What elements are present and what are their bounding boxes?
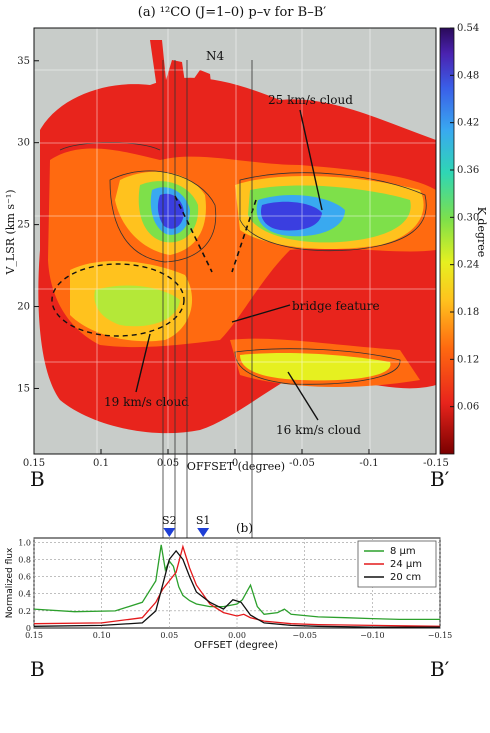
legend-label: 8 μm <box>390 546 416 557</box>
legend-label: 24 μm <box>390 559 422 570</box>
y-tick-label-b: 0.8 <box>18 555 31 564</box>
y-tick-label-b: 0.4 <box>18 590 31 599</box>
y-tick-label-a: 20 <box>17 302 30 313</box>
series-line <box>34 549 440 628</box>
axes-a: 0.15 0.1 0.05 0 -0.05 -0.1 -0.15 15 20 25 30 35 <box>17 56 449 469</box>
x-tick-label-b: 0.10 <box>93 631 111 640</box>
series-line <box>34 544 440 627</box>
y-tick-label-a: 30 <box>17 138 30 149</box>
legend-label: 20 cm <box>390 572 421 583</box>
endpoint-bprime-bottom: B′ <box>430 657 450 681</box>
colorbar-tick-label: 0.06 <box>457 402 479 413</box>
emission-16kms-yellow <box>240 352 391 381</box>
annotation-16kms-cloud: 16 km/s cloud <box>276 423 361 437</box>
colorbar <box>439 27 455 455</box>
y-tick-label-b: 1.0 <box>18 538 31 547</box>
colorbar-tick-label: 0.48 <box>457 70 479 81</box>
annotation-n4: N4 <box>206 49 225 63</box>
panel-a-ylabel: V_LSR (km s⁻¹) <box>4 189 17 275</box>
panel-b-title: (b) <box>236 521 253 535</box>
x-tick-label-a: -0.15 <box>423 458 449 469</box>
emission-left-core <box>157 193 184 229</box>
leader-19kms <box>135 333 151 393</box>
x-tick-label-a: 0.05 <box>157 458 179 469</box>
x-tick-label-b: −0.15 <box>428 631 453 640</box>
x-tick-label-b: 0.05 <box>160 631 178 640</box>
x-tick-label-a: 0 <box>232 458 238 469</box>
annotation-bridge-feature: bridge feature <box>292 299 380 313</box>
panel-b-xlabel: OFFSET (degree) <box>194 640 278 651</box>
y-tick-label-a: 25 <box>17 220 30 231</box>
panel-b-series <box>34 544 440 628</box>
contour-3 <box>234 348 401 385</box>
marker-triangle <box>163 528 176 537</box>
x-tick-label-b: 0.15 <box>25 631 43 640</box>
legend-b: 8 μm 24 μm 20 cm <box>357 540 437 588</box>
leader-25kms <box>299 109 323 211</box>
colorbar-ticks: 0.06 0.12 0.18 0.24 0.30 0.36 0.42 0.48 0.54 <box>450 23 479 413</box>
colorbar-tick-label: 0.42 <box>457 118 479 129</box>
axes-b: 0 0.2 0.4 0.6 0.8 1.0 0.15 0.10 0.05 0.00 −0.05 −0.… <box>18 538 452 640</box>
x-tick-label-a: 0.1 <box>93 458 109 469</box>
leader-16kms <box>287 371 319 421</box>
panel-a-title: (a) ¹²CO (J=1–0) p–v for B–B′ <box>138 5 326 20</box>
panel-b-markers: S2 S1 <box>162 514 210 537</box>
contour-4 <box>59 142 161 151</box>
marker-label: S2 <box>162 514 177 527</box>
y-tick-label-a: 35 <box>17 56 30 67</box>
colorbar-label: K degree <box>475 207 488 258</box>
endpoint-b-top: B <box>30 467 45 491</box>
x-tick-label-b: −0.10 <box>360 631 385 640</box>
y-tick-label-b: 0.2 <box>18 607 31 616</box>
y-tick-label-b: 0.6 <box>18 573 31 582</box>
colorbar-tick-label: 0.12 <box>457 354 479 365</box>
grid-a <box>34 28 436 454</box>
leader-bridge <box>231 304 291 323</box>
colorbar-tick-label: 0.36 <box>457 165 479 176</box>
cloud-19kms-ellipse <box>51 263 185 337</box>
series-line <box>34 544 440 621</box>
annotation-25kms-cloud: 25 km/s cloud <box>268 93 353 107</box>
emission-19kms-core <box>94 285 180 327</box>
panel-b-ylabel: Normalized flux <box>5 547 15 618</box>
colorbar-tick-label: 0.30 <box>457 212 479 223</box>
panel-a-xlabel: OFFSET (degree) <box>187 460 285 473</box>
colorbar-tick-label: 0.24 <box>457 260 479 271</box>
endpoint-bprime-top: B′ <box>430 467 450 491</box>
y-tick-label-a: 15 <box>17 383 30 394</box>
marker-label: S1 <box>196 514 211 527</box>
x-tick-label-a: 0.15 <box>23 458 45 469</box>
annotation-19kms-cloud: 19 km/s cloud <box>104 395 189 409</box>
x-tick-label-a: -0.1 <box>359 458 378 469</box>
connector-lines <box>162 60 253 545</box>
colorbar-tick-label: 0.54 <box>457 23 479 34</box>
emission-n4-spikes <box>150 40 214 110</box>
x-tick-label-a: -0.05 <box>289 458 315 469</box>
contour-2 <box>239 172 427 252</box>
endpoint-b-bottom: B <box>30 657 45 681</box>
x-tick-label-b: −0.05 <box>292 631 317 640</box>
y-tick-label-b: 0 <box>26 624 31 633</box>
marker-triangle <box>197 528 210 537</box>
colorbar-tick-label: 0.18 <box>457 307 479 318</box>
panel-a-plot <box>33 27 437 455</box>
x-tick-label-b: 0.00 <box>228 631 246 640</box>
contour-1 <box>109 170 217 263</box>
